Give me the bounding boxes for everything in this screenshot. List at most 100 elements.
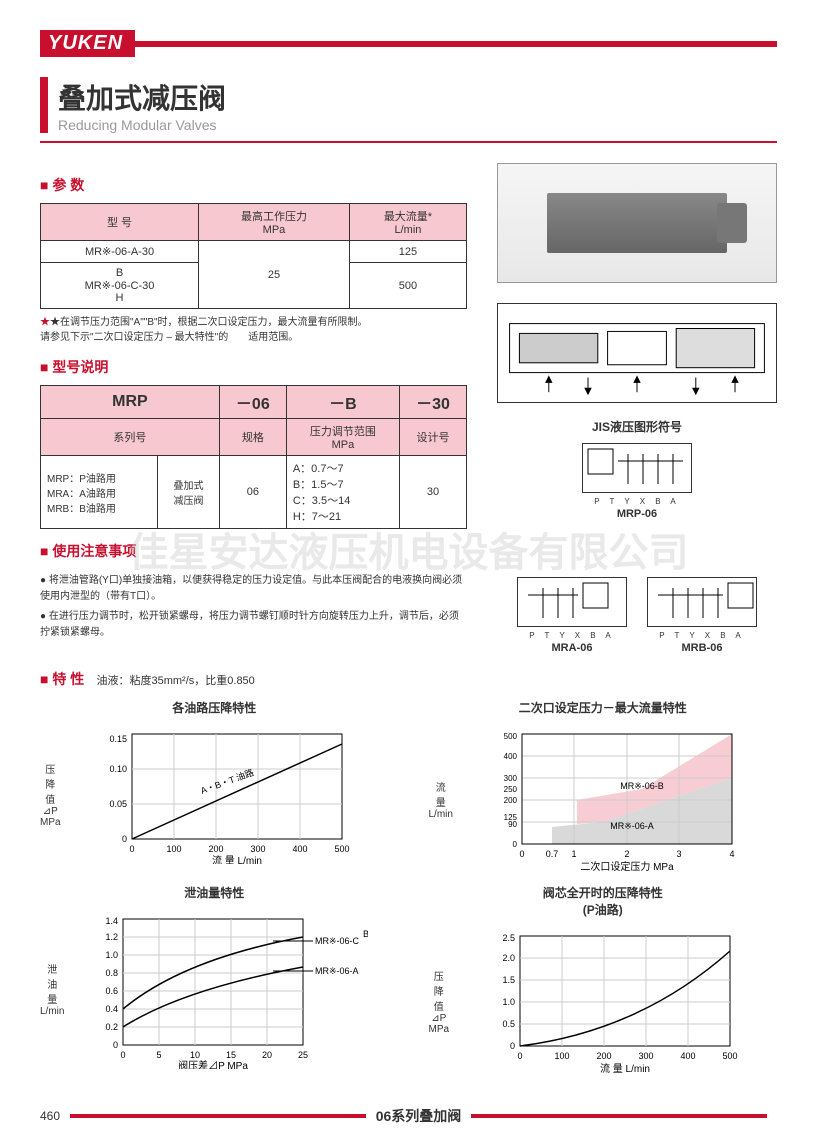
ports: P T Y X B A (647, 631, 757, 640)
mh: －B (286, 386, 399, 419)
spec-note-text: ★在调节压力范围"A""B"时，根据二次口设定压力，最大流量有所限制。 请参见下… (40, 317, 368, 343)
valve-knob (717, 203, 747, 243)
svg-text:15: 15 (226, 1050, 236, 1060)
ports: P T Y X B A (517, 631, 627, 640)
md: A：0.7～7 B：1.5～7 C：3.5～14 H：7～21 (286, 456, 399, 529)
mra-label: MRA-06 (517, 642, 627, 654)
chart3-block: 泄油量特性 泄 油 量 L/min MR※-06-C B H MR※-06-A … (40, 884, 389, 1076)
footer-line (70, 1114, 366, 1118)
svg-text:阀压差⊿P MPa: 阀压差⊿P MPa (179, 1059, 249, 1069)
svg-text:0: 0 (518, 1051, 523, 1061)
svg-text:0: 0 (510, 1041, 515, 1051)
chart1-svg: A・B・T 油路 0 0.05 0.10 0.15 0 100 200 300 … (97, 724, 357, 864)
svg-text:400: 400 (504, 752, 518, 761)
props-label: 特 性 (40, 671, 84, 687)
cell: 500 (349, 263, 466, 309)
svg-text:125: 125 (504, 813, 518, 822)
title-main: 叠加式减压阀 (40, 77, 777, 117)
svg-text:1.5: 1.5 (503, 975, 516, 985)
svg-text:0: 0 (129, 844, 134, 854)
chart1-block: 各油路压降特性 压 降 值 ⊿P MPa A・B・T 油路 0 0.05 0.1… (40, 699, 389, 874)
mrp-label: MRP-06 (582, 508, 692, 520)
svg-text:400: 400 (681, 1051, 696, 1061)
svg-text:4: 4 (729, 849, 734, 859)
md: 叠加式 减压阀 (158, 456, 220, 529)
svg-text:0.5: 0.5 (503, 1019, 516, 1029)
svg-text:250: 250 (504, 785, 518, 794)
svg-text:0: 0 (113, 1040, 118, 1050)
mh: MRP (41, 386, 220, 419)
svg-text:300: 300 (639, 1051, 654, 1061)
svg-text:5: 5 (157, 1050, 162, 1060)
th-pressure: 最高工作压力 MPa (199, 204, 350, 241)
note2: 在进行压力调节时，松开锁紧螺母，将压力调节螺钉顺时针方向旋转压力上升，调节后，必… (40, 609, 467, 641)
spec-table: 型 号 最高工作压力 MPa 最大流量* L/min MR※-06-A-30 2… (40, 203, 467, 309)
svg-text:1: 1 (571, 849, 576, 859)
chart4-ylabel: 压 降 值 ⊿P MPa (429, 968, 450, 1035)
svg-text:0.15: 0.15 (109, 734, 127, 744)
props-section: 特 性 油液：粘度35mm²/s，比重0.850 (40, 669, 777, 689)
svg-text:500: 500 (723, 1051, 738, 1061)
model-table: MRP －06 －B －30 系列号 规格 压力调节范围 MPa 设计号 MRP… (40, 385, 467, 529)
chart3-svg: MR※-06-C B H MR※-06-A 0 0.2 0.4 0.6 0.8 … (88, 909, 368, 1069)
svg-text:2.5: 2.5 (503, 933, 516, 943)
chart4-title: 阀芯全开时的压降特性 (P油路) (429, 884, 778, 918)
svg-text:200: 200 (504, 796, 518, 805)
svg-text:300: 300 (250, 844, 265, 854)
chart2-block: 二次口设定压力－最大流量特性 流 量 L/min MR※-06-B MR※-06… (429, 699, 778, 874)
svg-text:0: 0 (122, 834, 127, 844)
th-flow: 最大流量* L/min (349, 204, 466, 241)
chart4-block: 阀芯全开时的压降特性 (P油路) 压 降 值 ⊿P MPa 0 0.5 1.0 … (429, 884, 778, 1076)
svg-text:1.0: 1.0 (503, 997, 516, 1007)
mh: －30 (399, 386, 466, 419)
md: 06 (219, 456, 286, 529)
svg-text:MR※-06-B: MR※-06-B (620, 781, 664, 791)
svg-text:20: 20 (262, 1050, 272, 1060)
svg-text:0.2: 0.2 (106, 1022, 119, 1032)
chart3-title: 泄油量特性 (40, 884, 389, 901)
svg-text:3: 3 (676, 849, 681, 859)
chart2-svg: MR※-06-B MR※-06-A 0 90 125 200 250 300 4… (487, 724, 747, 874)
cross-section-diagram (497, 303, 777, 403)
symbol-mrp (582, 443, 692, 493)
page-number: 460 (40, 1109, 60, 1123)
title-area: 叠加式减压阀 Reducing Modular Valves (40, 77, 777, 133)
chart1-title: 各油路压降特性 (40, 699, 389, 716)
msh: 规格 (219, 419, 286, 456)
chart2-ylabel: 流 量 L/min (429, 779, 453, 820)
cell: 125 (349, 241, 466, 263)
svg-text:MR※-06-A: MR※-06-A (315, 966, 359, 976)
chart1-ylabel: 压 降 值 ⊿P MPa (40, 761, 61, 828)
logo: YUKEN (40, 30, 135, 57)
md: MRP：P油路用 MRA：A油路用 MRB：B油路用 (41, 456, 158, 529)
chart2-title: 二次口设定压力－最大流量特性 (429, 699, 778, 716)
msh: 设计号 (399, 419, 466, 456)
svg-text:0: 0 (121, 1050, 126, 1060)
cell: B MR※-06-C-30 H (41, 263, 199, 309)
footer: 460 06系列叠加阀 (40, 1106, 777, 1126)
note1: 将泄油管路(Y口)单独接油箱，以便获得稳定的压力设定值。与此本压阀配合的电液换向… (40, 573, 467, 605)
th-model: 型 号 (41, 204, 199, 241)
svg-text:0.10: 0.10 (109, 764, 127, 774)
svg-text:B H: B H (363, 929, 368, 939)
symbol-mra (517, 577, 627, 627)
svg-text:0: 0 (519, 849, 524, 859)
svg-text:0.4: 0.4 (106, 1004, 119, 1014)
valve-body (547, 193, 727, 253)
cell: MR※-06-A-30 (41, 241, 199, 263)
svg-text:300: 300 (504, 774, 518, 783)
msh: 系列号 (41, 419, 220, 456)
svg-text:100: 100 (166, 844, 181, 854)
footer-line (471, 1114, 767, 1118)
svg-text:25: 25 (298, 1050, 308, 1060)
product-photo (497, 163, 777, 283)
svg-text:100: 100 (555, 1051, 570, 1061)
svg-text:200: 200 (208, 844, 223, 854)
symbol-mrb (647, 577, 757, 627)
spec-note: ★★在调节压力范围"A""B"时，根据二次口设定压力，最大流量有所限制。 请参见… (40, 315, 467, 345)
header-bar: YUKEN (40, 30, 777, 57)
chart4-svg: 0 0.5 1.0 1.5 2.0 2.5 0 100 200 300 400 … (485, 926, 745, 1076)
section-svg (498, 304, 776, 402)
svg-text:0.05: 0.05 (109, 799, 127, 809)
svg-text:500: 500 (334, 844, 349, 854)
